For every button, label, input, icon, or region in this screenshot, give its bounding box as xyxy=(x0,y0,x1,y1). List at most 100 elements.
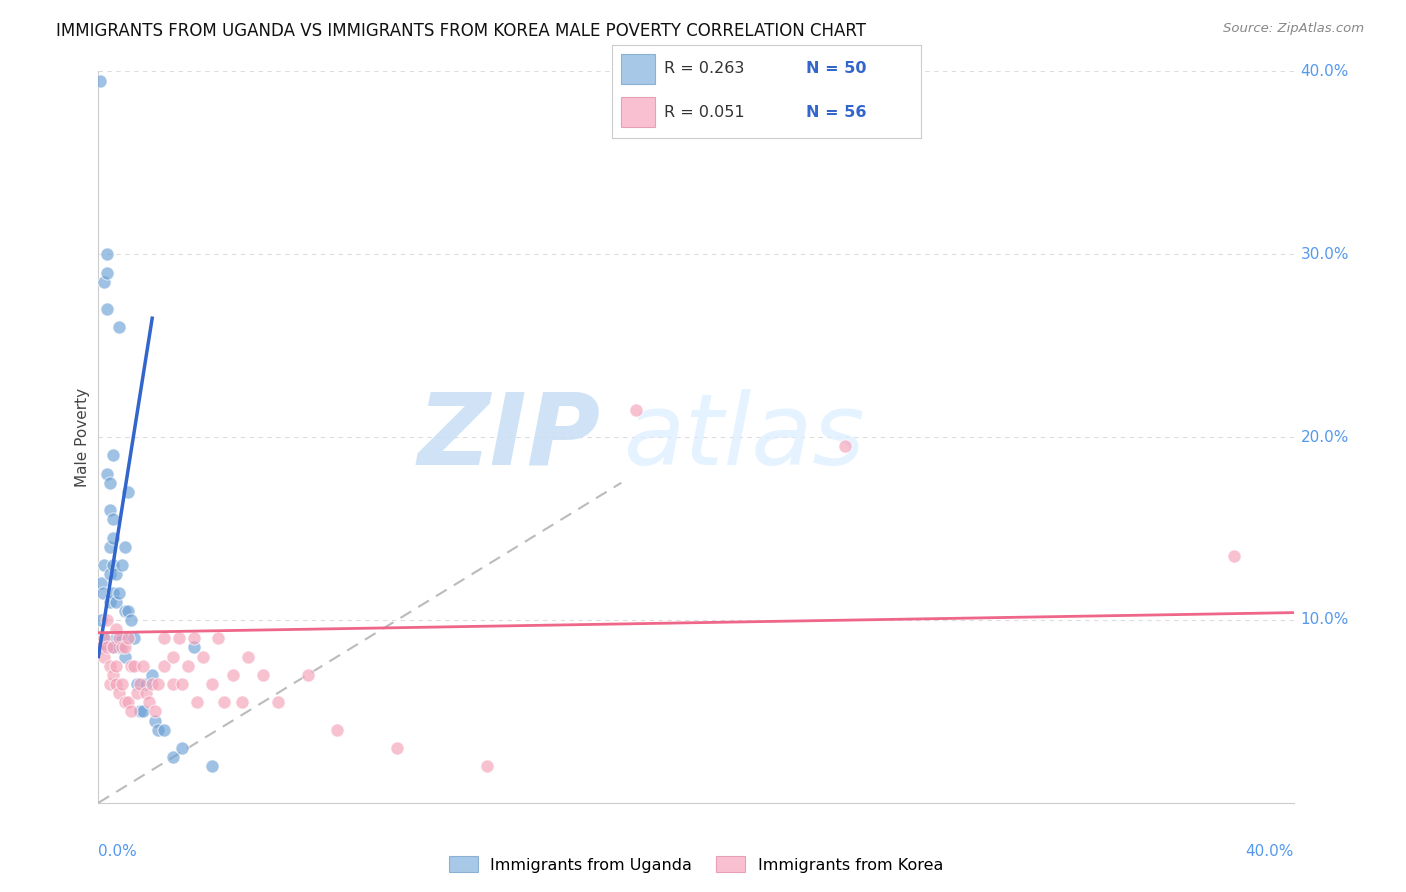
Point xyxy=(172,740,194,755)
Point xyxy=(90,576,112,591)
Point xyxy=(143,714,166,728)
Point xyxy=(183,640,205,655)
Point xyxy=(127,677,149,691)
Point xyxy=(834,439,856,453)
Text: IMMIGRANTS FROM UGANDA VS IMMIGRANTS FROM KOREA MALE POVERTY CORRELATION CHART: IMMIGRANTS FROM UGANDA VS IMMIGRANTS FRO… xyxy=(56,22,866,40)
Point xyxy=(96,640,118,655)
Point xyxy=(91,585,114,599)
Bar xyxy=(621,97,655,127)
Point xyxy=(132,658,155,673)
Point xyxy=(96,266,118,280)
Point xyxy=(108,320,131,334)
Point xyxy=(129,705,152,719)
Point xyxy=(148,677,170,691)
Point xyxy=(475,759,498,773)
Point xyxy=(103,585,125,599)
Point xyxy=(93,632,115,646)
Point xyxy=(212,695,235,709)
Point xyxy=(124,658,146,673)
Bar xyxy=(621,54,655,84)
Text: N = 50: N = 50 xyxy=(807,62,868,77)
Point xyxy=(103,531,125,545)
Point xyxy=(153,723,176,737)
Point xyxy=(98,567,122,582)
Point xyxy=(127,686,149,700)
Point xyxy=(105,567,128,582)
Text: 40.0%: 40.0% xyxy=(1301,64,1348,78)
Text: N = 56: N = 56 xyxy=(807,104,868,120)
Text: 40.0%: 40.0% xyxy=(1246,845,1294,859)
Point xyxy=(117,604,139,618)
Point xyxy=(105,594,128,608)
Point xyxy=(103,449,125,463)
Point xyxy=(141,677,163,691)
Point xyxy=(135,677,157,691)
Point xyxy=(93,632,115,646)
Point xyxy=(114,640,136,655)
Point xyxy=(111,558,134,573)
Point xyxy=(183,632,205,646)
Point xyxy=(98,475,122,490)
Point xyxy=(111,632,134,646)
Point xyxy=(120,705,142,719)
Point xyxy=(207,632,229,646)
Point xyxy=(90,613,112,627)
Text: 30.0%: 30.0% xyxy=(1301,247,1348,261)
Point xyxy=(186,695,208,709)
Point xyxy=(103,640,125,655)
Point xyxy=(117,695,139,709)
Point xyxy=(105,632,128,646)
Point xyxy=(111,640,134,655)
Point xyxy=(93,275,115,289)
Point xyxy=(252,667,274,681)
Point xyxy=(385,740,409,755)
Point xyxy=(135,686,157,700)
Point xyxy=(103,640,125,655)
Point xyxy=(143,705,166,719)
Point xyxy=(114,695,136,709)
Text: atlas: atlas xyxy=(624,389,866,485)
Point xyxy=(167,632,190,646)
Point xyxy=(114,540,136,554)
Point xyxy=(120,658,142,673)
Point xyxy=(114,604,136,618)
Point xyxy=(138,695,160,709)
Legend: Immigrants from Uganda, Immigrants from Korea: Immigrants from Uganda, Immigrants from … xyxy=(443,849,949,879)
Point xyxy=(114,649,136,664)
Text: Source: ZipAtlas.com: Source: ZipAtlas.com xyxy=(1223,22,1364,36)
Point xyxy=(89,73,111,87)
Point xyxy=(105,677,128,691)
Point xyxy=(117,485,139,500)
Point xyxy=(93,558,115,573)
Point xyxy=(162,649,184,664)
Point xyxy=(172,677,194,691)
Point xyxy=(90,640,112,655)
Point xyxy=(201,759,224,773)
Point xyxy=(201,677,224,691)
Point xyxy=(108,632,131,646)
Point xyxy=(153,658,176,673)
Point xyxy=(96,301,118,317)
Point xyxy=(96,613,118,627)
Point xyxy=(124,632,146,646)
Point xyxy=(162,750,184,764)
Point xyxy=(103,667,125,681)
Text: 10.0%: 10.0% xyxy=(1301,613,1348,627)
Point xyxy=(103,512,125,526)
Text: 20.0%: 20.0% xyxy=(1301,430,1348,444)
Point xyxy=(148,723,170,737)
Point xyxy=(162,677,184,691)
Point xyxy=(98,540,122,554)
Point xyxy=(111,677,134,691)
Point xyxy=(624,402,647,417)
Point xyxy=(108,686,131,700)
Point xyxy=(98,594,122,608)
Point xyxy=(96,467,118,481)
Point xyxy=(1223,549,1246,563)
Point xyxy=(120,613,142,627)
Point xyxy=(98,503,122,517)
Point xyxy=(108,585,131,599)
Point xyxy=(90,640,112,655)
Text: R = 0.263: R = 0.263 xyxy=(664,62,745,77)
Point xyxy=(103,558,125,573)
